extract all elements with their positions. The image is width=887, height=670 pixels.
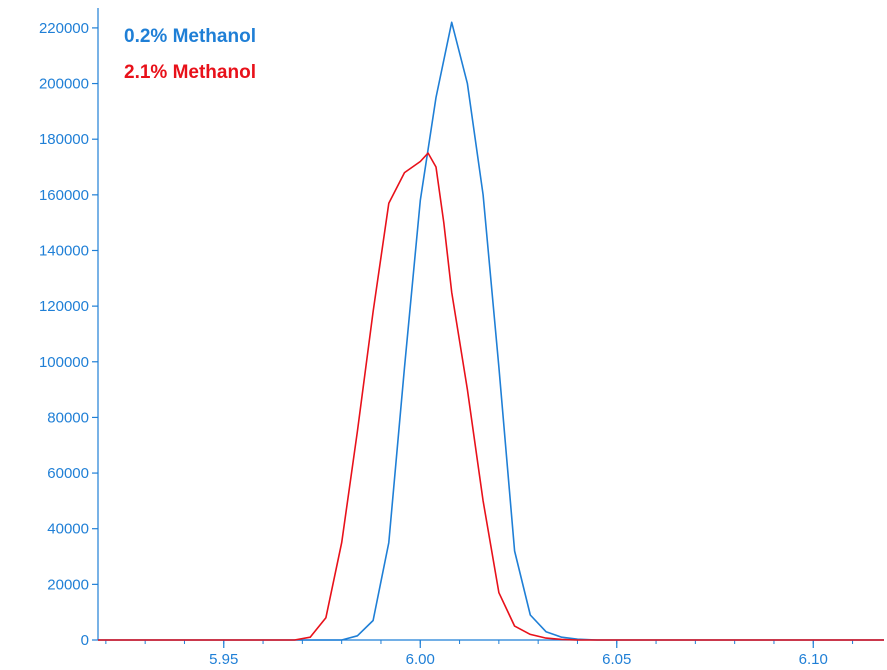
y-tick-label: 100000	[39, 354, 89, 371]
x-tick-label: 5.95	[209, 651, 238, 668]
y-tick-label: 180000	[39, 131, 89, 148]
y-tick-label: 120000	[39, 298, 89, 315]
x-tick-label: 6.05	[602, 651, 631, 668]
series-line-2	[98, 152, 884, 641]
y-axis: 0 20000 40000 60000 80000 100000 120000 140000 1…	[39, 8, 99, 649]
y-tick-label: 220000	[39, 20, 89, 37]
y-tick-label: 160000	[39, 187, 89, 204]
y-tick-label: 200000	[39, 76, 89, 93]
legend: 0.2% Methanol 2.1% Methanol	[124, 26, 256, 83]
series-line-1	[98, 21, 884, 641]
y-tick-label: 40000	[47, 521, 89, 538]
y-tick-label: 140000	[39, 242, 89, 259]
y-tick-label: 0	[81, 632, 89, 649]
legend-series-2-label: 2.1% Methanol	[124, 62, 256, 83]
series-lines	[98, 21, 884, 641]
x-tick-label: 6.00	[406, 651, 435, 668]
x-axis: 5.95 6.00 6.05 6.10	[98, 639, 884, 668]
y-tick-label: 20000	[47, 576, 89, 593]
y-tick-label: 80000	[47, 409, 89, 426]
x-tick-label: 6.10	[799, 651, 828, 668]
y-tick-label: 60000	[47, 465, 89, 482]
legend-series-1-label: 0.2% Methanol	[124, 26, 256, 47]
